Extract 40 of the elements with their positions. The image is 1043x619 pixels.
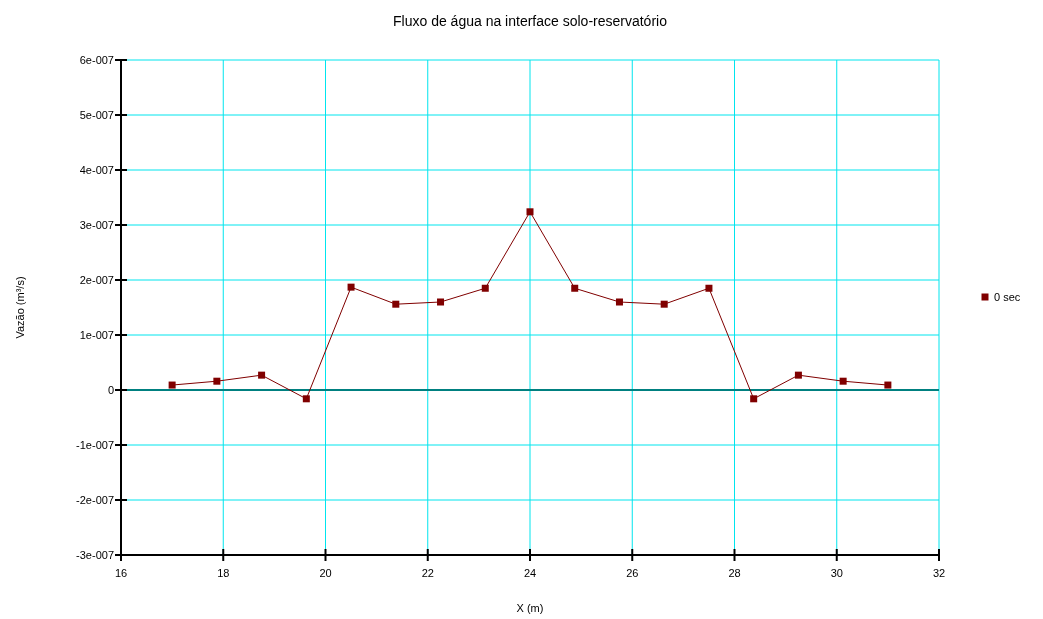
- point: [839, 377, 847, 385]
- point: [750, 395, 758, 403]
- y-tick-label: 0: [107, 384, 114, 396]
- y-tick-label: -2e-007: [76, 494, 114, 506]
- chart-title: Fluxo de água na interface solo-reservatório: [393, 13, 668, 29]
- y-tick-label: -1e-007: [76, 439, 114, 451]
- y-tick-label: 4e-007: [79, 164, 114, 176]
- x-tick-label: 30: [830, 567, 843, 579]
- point: [392, 300, 400, 308]
- y-tick-label: 3e-007: [79, 219, 114, 231]
- x-tick-label: 20: [319, 567, 332, 579]
- point: [302, 395, 310, 403]
- x-tick-label: 28: [728, 567, 741, 579]
- point: [213, 377, 221, 385]
- point: [481, 284, 489, 292]
- point: [615, 298, 623, 306]
- legend-label: 0 sec: [994, 291, 1021, 303]
- point: [571, 284, 579, 292]
- y-tick-label: -3e-007: [76, 549, 114, 561]
- x-tick-label: 26: [626, 567, 639, 579]
- y-tick-label: 6e-007: [79, 54, 114, 66]
- x-tick-label: 32: [932, 567, 946, 579]
- x-tick-label: 22: [421, 567, 434, 579]
- x-axis-title: X (m): [516, 602, 544, 614]
- y-axis-title: Vazão (m³/s): [14, 276, 26, 339]
- x-tick-label: 18: [217, 567, 230, 579]
- point: [794, 371, 802, 379]
- point: [437, 298, 445, 306]
- point: [884, 381, 892, 389]
- y-tick-label: 1e-007: [79, 329, 114, 341]
- point: [168, 381, 176, 389]
- point: [347, 283, 355, 291]
- point: [258, 371, 266, 379]
- x-tick-label: 24: [523, 567, 537, 579]
- y-tick-label: 2e-007: [79, 274, 114, 286]
- point: [660, 300, 668, 308]
- point: [705, 284, 713, 292]
- y-tick-label: 5e-007: [79, 109, 114, 121]
- point: [526, 208, 534, 216]
- x-tick-label: 16: [114, 567, 128, 579]
